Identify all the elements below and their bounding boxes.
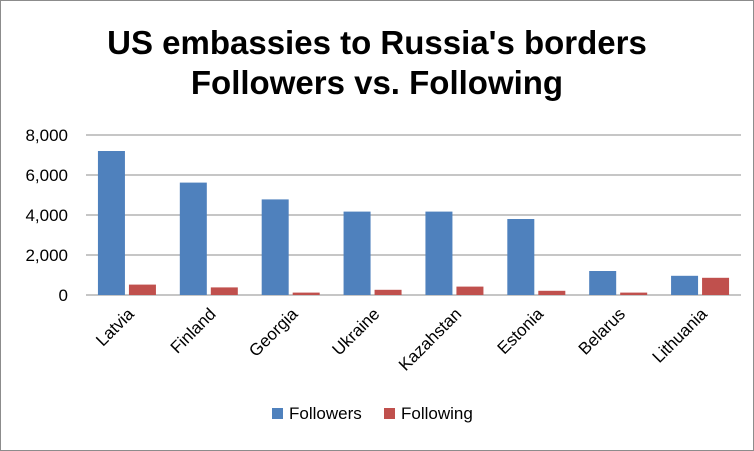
bar-followers-latvia: [97, 151, 125, 295]
legend-swatch-followers: [272, 408, 283, 419]
x-tick-label: Finland: [167, 304, 220, 357]
x-tick-label: Lithuania: [649, 304, 712, 367]
bar-followers-georgia: [261, 199, 289, 295]
legend: Followers Following: [272, 404, 473, 423]
y-tick-label: 8,000: [25, 126, 68, 145]
y-tick-label: 2,000: [25, 246, 68, 265]
x-axis-ticks: Latvia Finland Georgia Ukraine Kazahstan Esto…: [92, 304, 711, 375]
y-axis-ticks: 0 2,000 4,000 6,000 8,000: [25, 126, 68, 305]
bar-followers-kazahstan: [425, 211, 453, 295]
bars: [97, 151, 730, 295]
x-tick-label: Kazahstan: [395, 304, 465, 374]
x-tick-label: Georgia: [245, 304, 302, 361]
bar-following-latvia: [128, 284, 156, 295]
bar-followers-lithuania: [671, 275, 699, 295]
chart-title: US embassies to Russia's borders Followe…: [1, 23, 753, 103]
x-tick-label: Latvia: [92, 304, 138, 350]
x-tick-label: Belarus: [575, 304, 629, 358]
bar-followers-belarus: [589, 271, 617, 295]
legend-label-followers: Followers: [289, 404, 362, 423]
x-tick-label: Estonia: [494, 304, 548, 358]
bar-following-kazahstan: [456, 286, 484, 295]
bar-following-estonia: [538, 290, 566, 295]
bar-following-ukraine: [374, 289, 402, 295]
bar-following-finland: [210, 287, 238, 295]
y-tick-label: 0: [59, 286, 68, 305]
bar-following-belarus: [620, 292, 648, 295]
bar-followers-ukraine: [343, 211, 371, 295]
chart-title-line-2: Followers vs. Following: [190, 64, 564, 101]
legend-label-following: Following: [401, 404, 473, 423]
bar-followers-finland: [179, 182, 207, 295]
y-tick-label: 6,000: [25, 166, 68, 185]
legend-swatch-following: [384, 408, 395, 419]
chart-title-line-1: US embassies to Russia's borders: [107, 24, 647, 61]
bar-following-lithuania: [702, 277, 730, 295]
bar-following-georgia: [292, 292, 320, 295]
x-tick-label: Ukraine: [329, 304, 384, 359]
bar-followers-estonia: [507, 219, 535, 295]
y-tick-label: 4,000: [25, 206, 68, 225]
